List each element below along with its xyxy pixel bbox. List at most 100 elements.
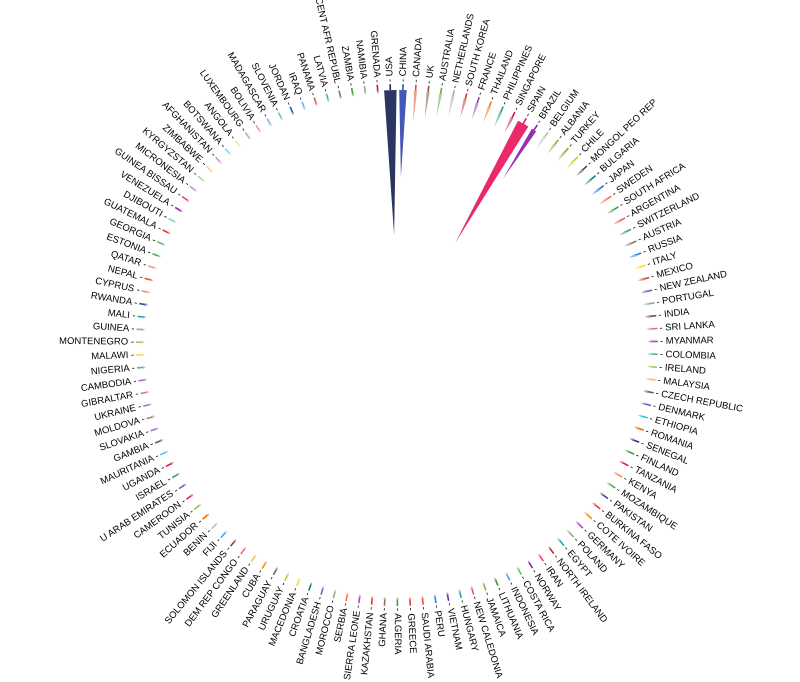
tick-mark <box>421 598 424 605</box>
tick-mark <box>338 90 342 97</box>
bar-sweden <box>599 198 608 205</box>
bar-costa-rica <box>517 566 520 570</box>
tick-mark <box>154 439 161 444</box>
country-label: - UK <box>424 64 437 85</box>
bar-qatar <box>153 266 157 270</box>
tick-mark <box>612 206 619 211</box>
bar-peru <box>433 594 437 598</box>
tick-mark <box>211 523 217 530</box>
bar-cent-afr-republ <box>338 96 342 100</box>
tick-mark <box>594 504 601 510</box>
bar-japan <box>592 188 600 195</box>
bar-mozambique <box>606 482 612 487</box>
bar-ecuador <box>206 513 210 517</box>
bar-south-africa <box>607 208 615 214</box>
tick-mark <box>139 302 146 306</box>
bar-guatemala <box>167 231 171 235</box>
country-label: NIGERIA - <box>90 363 135 378</box>
tick-mark <box>616 473 623 478</box>
tick-mark <box>141 290 148 293</box>
tick-mark <box>573 156 579 162</box>
country-label: - GREECE <box>405 607 418 653</box>
tick-mark <box>152 252 159 257</box>
bar-chile <box>566 160 575 169</box>
bars-group <box>142 90 652 600</box>
tick-mark <box>137 315 144 318</box>
bar-kyrgyzstan <box>201 178 205 182</box>
bar-iran <box>538 553 542 558</box>
tick-mark <box>649 378 656 381</box>
tick-mark <box>178 484 185 490</box>
tick-mark <box>605 195 612 201</box>
bar-south-korea <box>460 98 467 118</box>
tick-mark <box>590 174 597 181</box>
tick-mark <box>471 588 475 595</box>
country-label: MONTENEGRO - <box>59 336 134 348</box>
bar-switzerland <box>619 230 627 236</box>
bar-bolivia <box>258 129 261 133</box>
bar-senegal <box>629 438 635 442</box>
tick-mark <box>350 87 354 95</box>
tick-mark <box>427 85 430 92</box>
tick-mark <box>138 379 145 382</box>
tick-mark <box>609 484 616 489</box>
tick-mark <box>261 562 266 569</box>
tick-mark <box>459 591 463 599</box>
country-label: - PERU <box>431 604 447 638</box>
bar-ghana <box>383 596 387 600</box>
bar-venezuela <box>179 209 183 213</box>
country-label: - USA <box>384 56 396 82</box>
bar-cameroon <box>190 493 194 497</box>
tick-mark <box>651 365 658 368</box>
tick-mark <box>284 574 289 582</box>
bar-new-zealand <box>640 289 647 293</box>
bar-uruguay <box>286 572 289 576</box>
bar-myanmar <box>647 339 652 344</box>
bar-north-ireland <box>548 546 552 550</box>
tick-mark <box>289 106 294 113</box>
bar-slovenia <box>279 117 283 121</box>
bar-malawi <box>142 353 146 357</box>
tick-mark <box>345 594 349 602</box>
bar-canada <box>413 90 418 123</box>
bar-mauritania <box>165 450 169 454</box>
tick-mark <box>494 579 499 586</box>
tick-mark <box>363 85 366 93</box>
tick-mark <box>244 132 250 138</box>
bar-mongol-peo-rep <box>576 168 584 177</box>
tick-mark <box>255 124 260 131</box>
tick-mark <box>452 90 456 97</box>
tick-mark <box>511 111 516 118</box>
tick-mark <box>483 584 487 591</box>
bar-algeria <box>395 597 399 600</box>
tick-mark <box>563 147 569 154</box>
bar-georgia <box>162 242 166 246</box>
country-label: - ALGERIA <box>392 608 403 655</box>
bar-angola <box>237 144 241 148</box>
tick-mark <box>639 264 646 268</box>
country-label: GRENADA - <box>368 30 383 83</box>
bar-djibouti <box>173 220 177 223</box>
tick-mark <box>646 289 653 293</box>
bar-austria <box>624 242 632 247</box>
tick-mark <box>500 106 504 113</box>
bar-russia <box>628 253 637 258</box>
bar-guinea-bissau <box>186 198 190 202</box>
bar-morocco <box>333 589 337 593</box>
tick-mark <box>197 175 204 181</box>
bar-zambia <box>351 93 355 97</box>
tick-mark <box>559 540 565 547</box>
bar-latvia <box>326 99 330 103</box>
bar-poland <box>566 529 571 534</box>
bar-israel <box>176 473 180 476</box>
country-label: - COLOMBIA <box>660 349 717 362</box>
tick-mark <box>150 428 157 432</box>
country-label: - SRI LANKA <box>659 319 716 334</box>
tick-mark <box>224 148 230 154</box>
tick-mark <box>266 118 271 125</box>
tick-mark <box>162 229 169 234</box>
bar-zimbabwe <box>209 169 214 173</box>
tick-mark <box>598 184 605 190</box>
bar-new-caledonia <box>470 585 474 590</box>
tick-mark <box>625 228 632 233</box>
